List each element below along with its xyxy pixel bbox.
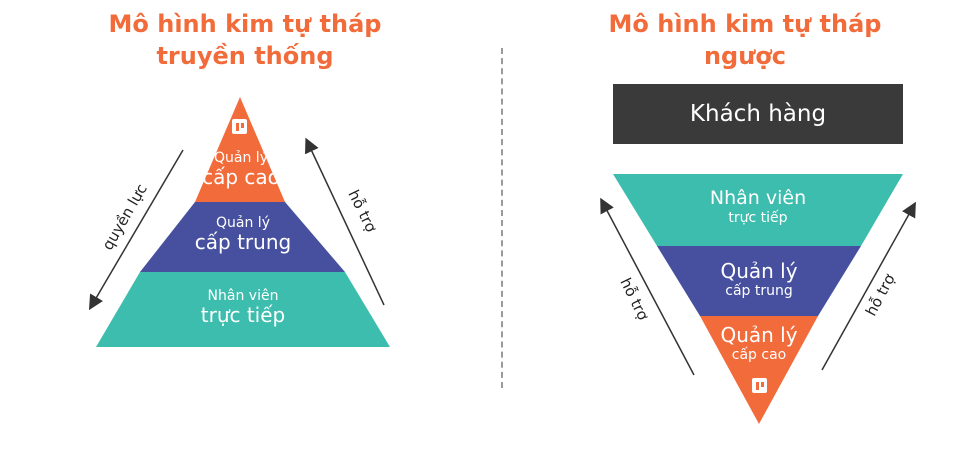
left-tier-bottom-line1: Nhân viên — [207, 288, 279, 304]
right-tier-bottom-label: Quản lý cấp cao — [720, 323, 798, 364]
right-tier-bottom-line2: cấp cao — [731, 347, 787, 363]
left-title-line1: Mô hình kim tự tháp — [108, 10, 382, 38]
customer-label: Khách hàng — [689, 101, 827, 127]
left-tier-middle-line1: Quản lý — [216, 215, 270, 231]
left-tier-bottom-shape — [96, 272, 390, 347]
person-card-icon — [752, 378, 767, 393]
right-title-line2: ngược — [703, 42, 787, 70]
left-tier-bottom-line2: trực tiếp — [200, 303, 286, 328]
customer-box: Khách hàng — [613, 84, 903, 144]
left-support-arrow — [305, 137, 385, 306]
left-tier-middle-shape — [140, 202, 345, 272]
left-diagram-title: Mô hình kim tự tháp truyền thống — [60, 8, 430, 72]
left-title-line2: truyền thống — [156, 42, 334, 70]
right-tier-middle-shape — [657, 246, 861, 316]
right-tier-top-label: Nhân viên trực tiếp — [709, 187, 807, 226]
right-tier-bottom-line1: Quản lý — [720, 323, 798, 347]
left-tier-middle-label: Quản lý cấp trung — [195, 215, 291, 254]
right-title-line1: Mô hình kim tự tháp — [608, 10, 882, 38]
left-power-arrow — [88, 149, 184, 311]
left-tier-top-label: Quản lý cấp cao — [202, 150, 280, 189]
right-tier-middle-label: Quản lý cấp trung — [720, 259, 798, 300]
dashed-divider — [501, 48, 503, 388]
right-left-support-arrow — [600, 197, 695, 376]
right-tier-middle-line1: Quản lý — [720, 259, 798, 283]
left-tier-top-shape — [195, 97, 285, 202]
right-tier-top-line2: trực tiếp — [728, 209, 788, 226]
person-card-icon — [232, 119, 247, 134]
right-right-support-arrow — [821, 201, 916, 371]
right-diagram-title: Mô hình kim tự tháp ngược — [560, 8, 930, 72]
left-tier-top-line2: cấp cao — [202, 165, 280, 190]
right-tier-top-line1: Nhân viên — [709, 187, 807, 209]
left-tier-top-line1: Quản lý — [214, 150, 268, 166]
left-tier-bottom-label: Nhân viên trực tiếp — [201, 288, 286, 327]
right-tier-top-shape — [613, 174, 903, 246]
right-tier-middle-line2: cấp trung — [725, 283, 793, 299]
right-tier-bottom-shape — [700, 316, 818, 424]
left-tier-middle-line2: cấp trung — [194, 230, 292, 255]
